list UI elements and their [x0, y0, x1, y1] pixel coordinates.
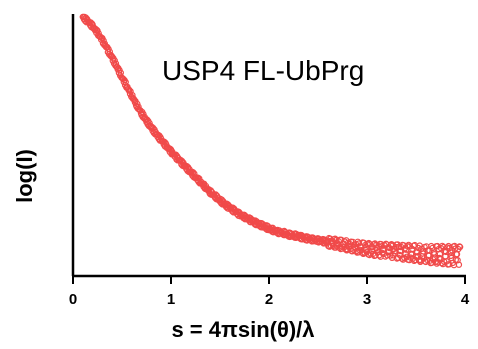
x-axis-title: s = 4πsin(θ)/λ — [171, 317, 314, 342]
data-point — [100, 37, 107, 44]
x-tick-label: 3 — [363, 291, 371, 308]
data-point — [442, 248, 450, 256]
data-point — [404, 242, 411, 250]
data-point — [92, 25, 99, 33]
x-tick-label: 1 — [167, 291, 175, 308]
data-point — [126, 86, 133, 94]
data-point — [436, 254, 443, 262]
data-point — [455, 261, 463, 268]
x-tick-label: 4 — [461, 291, 470, 308]
data-point — [456, 243, 464, 251]
data-point — [341, 238, 349, 245]
data-point — [403, 246, 410, 253]
data-point — [420, 255, 428, 262]
data-point — [414, 253, 421, 260]
chart-annotation: USP4 FL-UbPrg — [162, 55, 364, 86]
y-axis-title: log(I) — [12, 149, 37, 203]
data-points — [79, 13, 464, 269]
data-point — [444, 244, 451, 251]
data-point — [420, 248, 427, 255]
x-ticks: 0 1 2 3 4 — [69, 276, 470, 308]
x-tick-label: 0 — [69, 291, 77, 308]
x-tick-label: 2 — [265, 291, 273, 308]
